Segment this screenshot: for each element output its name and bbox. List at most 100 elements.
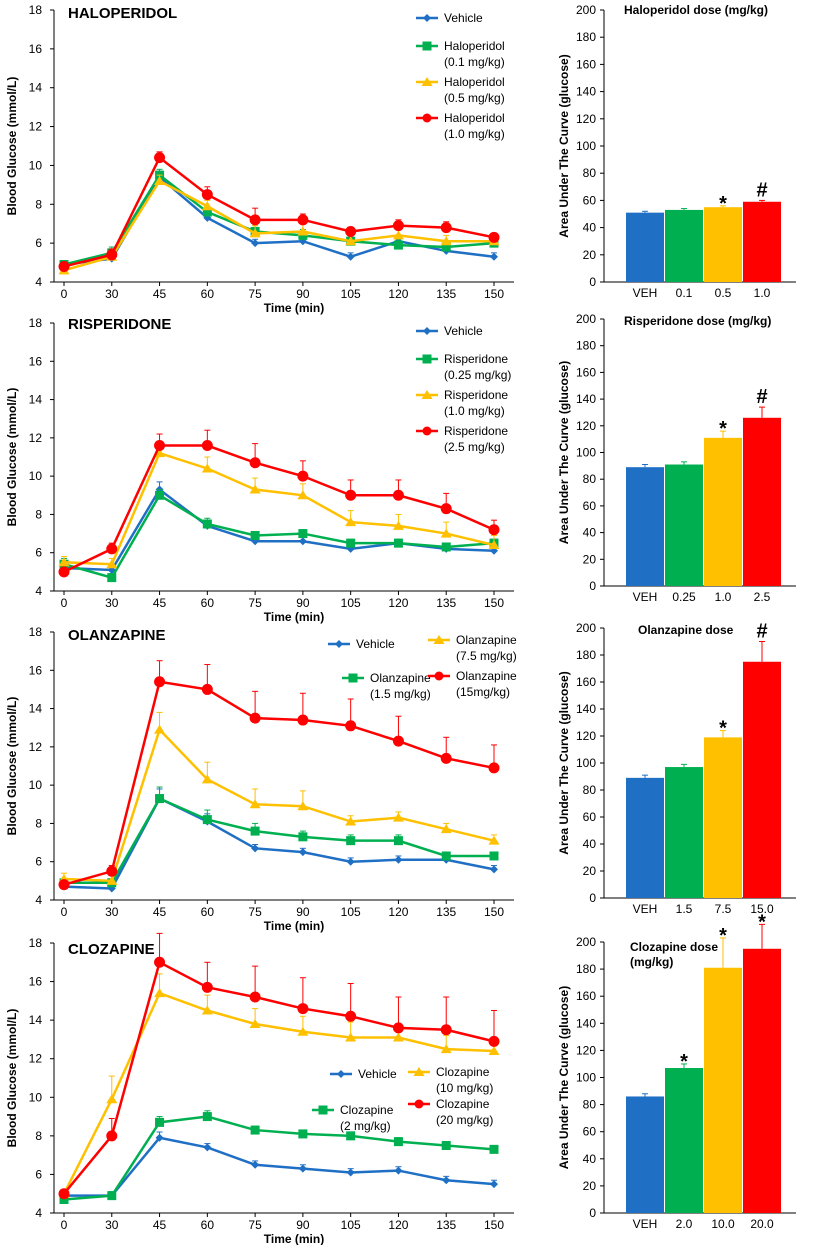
data-point [202,207,212,217]
bar [743,661,781,898]
series-line [62,991,495,1195]
bar [704,737,742,898]
data-point [202,519,212,529]
legend-swatch-marker [423,327,431,335]
bar-category-label: 1.5 [676,902,693,916]
y-tick-label: 10 [29,778,43,792]
data-point [393,1137,403,1147]
y-tick-label: 140 [576,85,596,99]
y-tick-label: 4 [35,893,42,907]
y-tick-label: 16 [29,42,43,56]
data-point [249,484,261,494]
x-axis-title: Time (min) [264,610,324,624]
y-tick-label: 0 [589,1206,596,1220]
data-point [250,1125,260,1135]
bar-chart-0: 0 20 40 60 80 100 120 140 160 180 200 Area Under Th… [557,3,796,300]
x-tick-label: 0 [61,596,68,610]
bar-chart-3: 0 20 40 60 80 100 120 140 160 180 200 Area Under Th… [557,911,796,1231]
x-tick-label: 120 [388,1218,408,1232]
bar [665,1068,703,1213]
data-point [203,1143,212,1152]
data-point [490,865,498,874]
data-point [488,1046,500,1055]
legend-swatch-marker [414,1099,424,1109]
panel-title: OLANZAPINE [68,627,166,644]
data-point [251,844,260,853]
y-tick-label: 14 [29,81,43,95]
x-tick-label: 150 [484,905,504,919]
series-0 [60,481,498,574]
y-tick-label: 8 [35,816,42,830]
bar [743,201,781,282]
data-point [392,1022,404,1034]
y-tick-label: 60 [583,193,597,207]
legend-label: Vehicle [444,324,483,338]
data-point [346,538,356,548]
y-tick-label: 14 [29,393,43,407]
significance-mark: # [756,621,767,643]
legend-swatch-marker [433,635,445,644]
data-point [345,816,357,826]
data-point [346,836,356,846]
data-point [298,1129,308,1139]
y-tick-label: 200 [576,312,596,326]
legend: Vehicle Clozapine (2 mg/kg) Clozapine (10 mg… [312,1065,493,1133]
y-tick-label: 100 [576,756,596,770]
x-tick-label: 0 [61,1218,68,1232]
bar [704,967,742,1213]
data-point [298,832,308,842]
data-point [201,1005,213,1015]
legend-swatch-marker [337,1070,345,1078]
data-point [106,249,118,261]
bar-category-label: 7.5 [715,902,732,916]
y-tick-label: 200 [576,935,596,949]
y-tick-label: 16 [29,663,43,677]
y-tick-label: 6 [35,236,42,250]
series-1 [59,786,499,888]
series-line [63,680,495,886]
data-point [155,1133,164,1142]
legend-label: Olanzapine [370,671,431,685]
data-point [488,524,500,536]
x-axis-title: Time (min) [264,1232,324,1245]
data-point [392,735,404,747]
data-point [154,676,166,688]
y-tick-label: 40 [583,221,597,235]
x-tick-label: 45 [153,287,167,301]
x-tick-label: 60 [201,1218,215,1232]
data-point [201,683,213,695]
legend-swatch-marker [423,14,431,22]
significance-mark: # [756,179,767,201]
bar-chart-title: Clozapine dose [630,940,718,954]
data-point [393,538,403,548]
x-tick-label: 45 [153,905,167,919]
y-tick-label: 140 [576,1016,596,1030]
y-tick-label: 0 [589,275,596,289]
legend-label: Vehicle [444,11,483,25]
significance-mark: * [719,925,727,947]
x-tick-label: 105 [341,596,361,610]
significance-mark: * [719,718,727,740]
y-tick-label: 120 [576,112,596,126]
y-tick-label: 18 [29,936,43,950]
x-tick-label: 150 [484,1218,504,1232]
y-tick-label: 180 [576,648,596,662]
bar-category-label: 2.5 [754,590,771,604]
bar-chart-title: Haloperidol dose (mg/kg) [624,3,768,17]
y-tick-label: 120 [576,419,596,433]
y-tick-label: 10 [29,469,43,483]
data-point [201,189,213,201]
data-point [345,1032,357,1042]
bar [665,464,703,586]
data-point [441,542,451,552]
x-tick-label: 0 [61,905,68,919]
y-tick-label: 60 [583,499,597,513]
data-point [441,1141,451,1150]
bar-chart-2: 0 20 40 60 80 100 120 140 160 180 200 Area Under Th… [557,621,796,916]
x-tick-label: 30 [105,596,119,610]
legend-label: (10 mg/kg) [436,1081,493,1095]
series-2 [58,443,500,569]
legend-label: (1.5 mg/kg) [370,687,431,701]
data-point [249,228,261,238]
data-point [297,1026,309,1036]
